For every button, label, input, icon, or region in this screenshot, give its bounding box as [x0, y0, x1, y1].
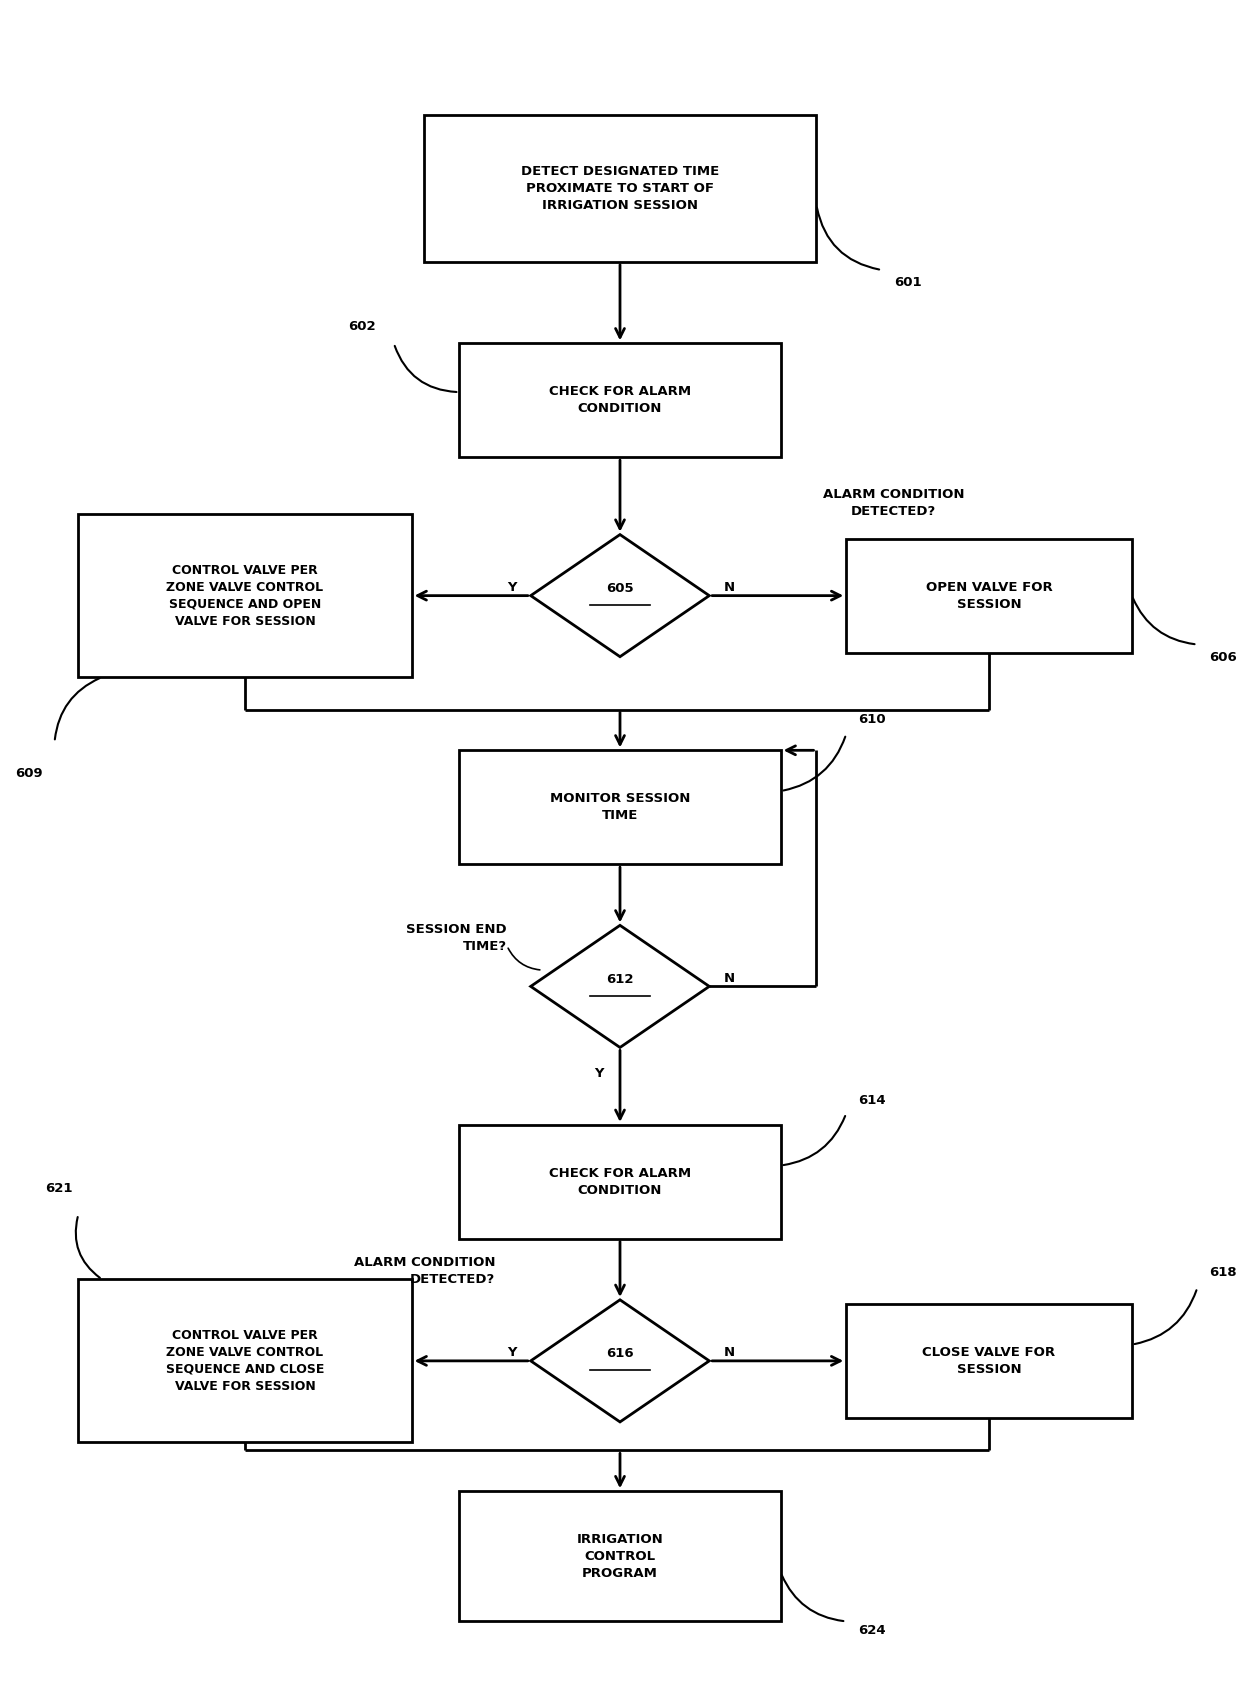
Text: IRRIGATION
CONTROL
PROGRAM: IRRIGATION CONTROL PROGRAM — [577, 1533, 663, 1579]
Text: Y: Y — [594, 1067, 604, 1080]
Polygon shape — [531, 1299, 709, 1421]
Bar — [78, 514, 412, 677]
Bar — [459, 1124, 781, 1238]
Text: 616: 616 — [606, 1347, 634, 1360]
Text: 618: 618 — [1209, 1267, 1236, 1279]
Text: N: N — [724, 1347, 734, 1358]
Text: SESSION END
TIME?: SESSION END TIME? — [407, 923, 507, 953]
Polygon shape — [531, 926, 709, 1048]
Bar — [459, 1491, 781, 1621]
Text: MONITOR SESSION
TIME: MONITOR SESSION TIME — [549, 792, 691, 823]
Text: Y: Y — [507, 582, 516, 594]
Text: N: N — [724, 972, 734, 985]
Text: 601: 601 — [894, 276, 921, 290]
Text: Y: Y — [507, 1347, 516, 1358]
Text: 606: 606 — [1209, 651, 1238, 663]
Text: ALARM CONDITION
DETECTED?: ALARM CONDITION DETECTED? — [353, 1257, 495, 1286]
Text: CHECK FOR ALARM
CONDITION: CHECK FOR ALARM CONDITION — [549, 385, 691, 416]
Bar — [459, 750, 781, 865]
Text: CONTROL VALVE PER
ZONE VALVE CONTROL
SEQUENCE AND OPEN
VALVE FOR SESSION: CONTROL VALVE PER ZONE VALVE CONTROL SEQ… — [166, 563, 324, 628]
Bar — [846, 1304, 1132, 1418]
Bar — [78, 1279, 412, 1442]
Text: CONTROL VALVE PER
ZONE VALVE CONTROL
SEQUENCE AND CLOSE
VALVE FOR SESSION: CONTROL VALVE PER ZONE VALVE CONTROL SEQ… — [166, 1330, 324, 1392]
Text: 624: 624 — [858, 1625, 885, 1637]
Text: DETECT DESIGNATED TIME
PROXIMATE TO START OF
IRRIGATION SESSION: DETECT DESIGNATED TIME PROXIMATE TO STAR… — [521, 165, 719, 212]
Text: 610: 610 — [858, 712, 885, 726]
Text: CLOSE VALVE FOR
SESSION: CLOSE VALVE FOR SESSION — [923, 1347, 1055, 1375]
Text: N: N — [724, 582, 734, 594]
Text: 609: 609 — [15, 767, 42, 780]
Text: CHECK FOR ALARM
CONDITION: CHECK FOR ALARM CONDITION — [549, 1167, 691, 1197]
Text: 605: 605 — [606, 582, 634, 595]
Text: 621: 621 — [45, 1182, 72, 1194]
Text: 614: 614 — [858, 1094, 885, 1106]
Text: OPEN VALVE FOR
SESSION: OPEN VALVE FOR SESSION — [925, 580, 1053, 611]
Text: 602: 602 — [348, 321, 376, 334]
Bar — [459, 343, 781, 458]
Text: ALARM CONDITION
DETECTED?: ALARM CONDITION DETECTED? — [823, 488, 965, 517]
Text: 612: 612 — [606, 972, 634, 985]
Bar — [424, 115, 816, 261]
Polygon shape — [531, 534, 709, 656]
Bar — [846, 539, 1132, 653]
